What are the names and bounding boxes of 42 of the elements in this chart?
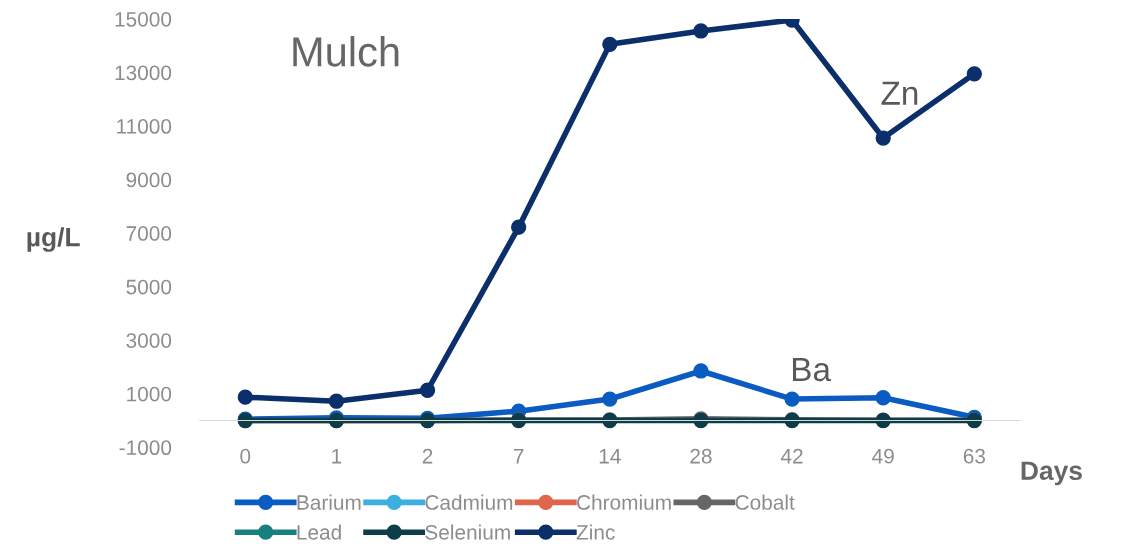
x-tick-label: 7 — [513, 449, 524, 464]
point — [237, 389, 253, 405]
x-axis-title: Days — [1021, 461, 1082, 486]
point — [602, 36, 618, 53]
x-tick-label: 42 — [780, 448, 803, 464]
x-tick-label: 63 — [963, 448, 985, 464]
point — [966, 66, 982, 82]
y-tick-label: 3000 — [126, 333, 172, 348]
point — [875, 390, 891, 406]
x-tick-label: 49 — [872, 448, 894, 464]
y-tick-label: -1000 — [119, 440, 172, 456]
legend-label: Barium — [297, 494, 361, 510]
x-tick-label: 0 — [240, 448, 251, 464]
y-tick-label: 13000 — [115, 65, 172, 81]
y-axis-title: µg/L — [27, 227, 80, 252]
point — [875, 130, 891, 146]
point — [328, 393, 345, 409]
legend-label: Selenium — [425, 524, 510, 540]
y-tick-label: 5000 — [126, 279, 172, 295]
point — [602, 391, 618, 407]
x-tick-label: 1 — [332, 449, 342, 464]
annotation: Zn — [881, 81, 918, 105]
y-tick-label: 9000 — [126, 172, 172, 188]
chart-title: Mulch — [293, 36, 399, 67]
x-tick-label: 28 — [690, 448, 712, 464]
legend-label: Lead — [297, 524, 341, 540]
legend-label: Zinc — [576, 524, 615, 540]
x-tick-label: 14 — [599, 449, 621, 464]
y-tick-label: 15000 — [115, 11, 172, 27]
point — [693, 363, 709, 379]
point — [693, 23, 709, 39]
point — [511, 219, 527, 235]
point — [784, 391, 800, 407]
y-tick-label: 1000 — [127, 386, 172, 402]
point — [419, 382, 436, 398]
legend-label: Cadmium — [425, 494, 513, 510]
legend-label: Chromium — [577, 494, 671, 510]
y-tick-label: 7000 — [126, 226, 172, 241]
x-tick-label: 2 — [422, 448, 433, 464]
annotation: Ba — [792, 358, 832, 382]
legend-label: Cobalt — [735, 494, 795, 510]
y-tick-label: 11000 — [117, 119, 172, 134]
